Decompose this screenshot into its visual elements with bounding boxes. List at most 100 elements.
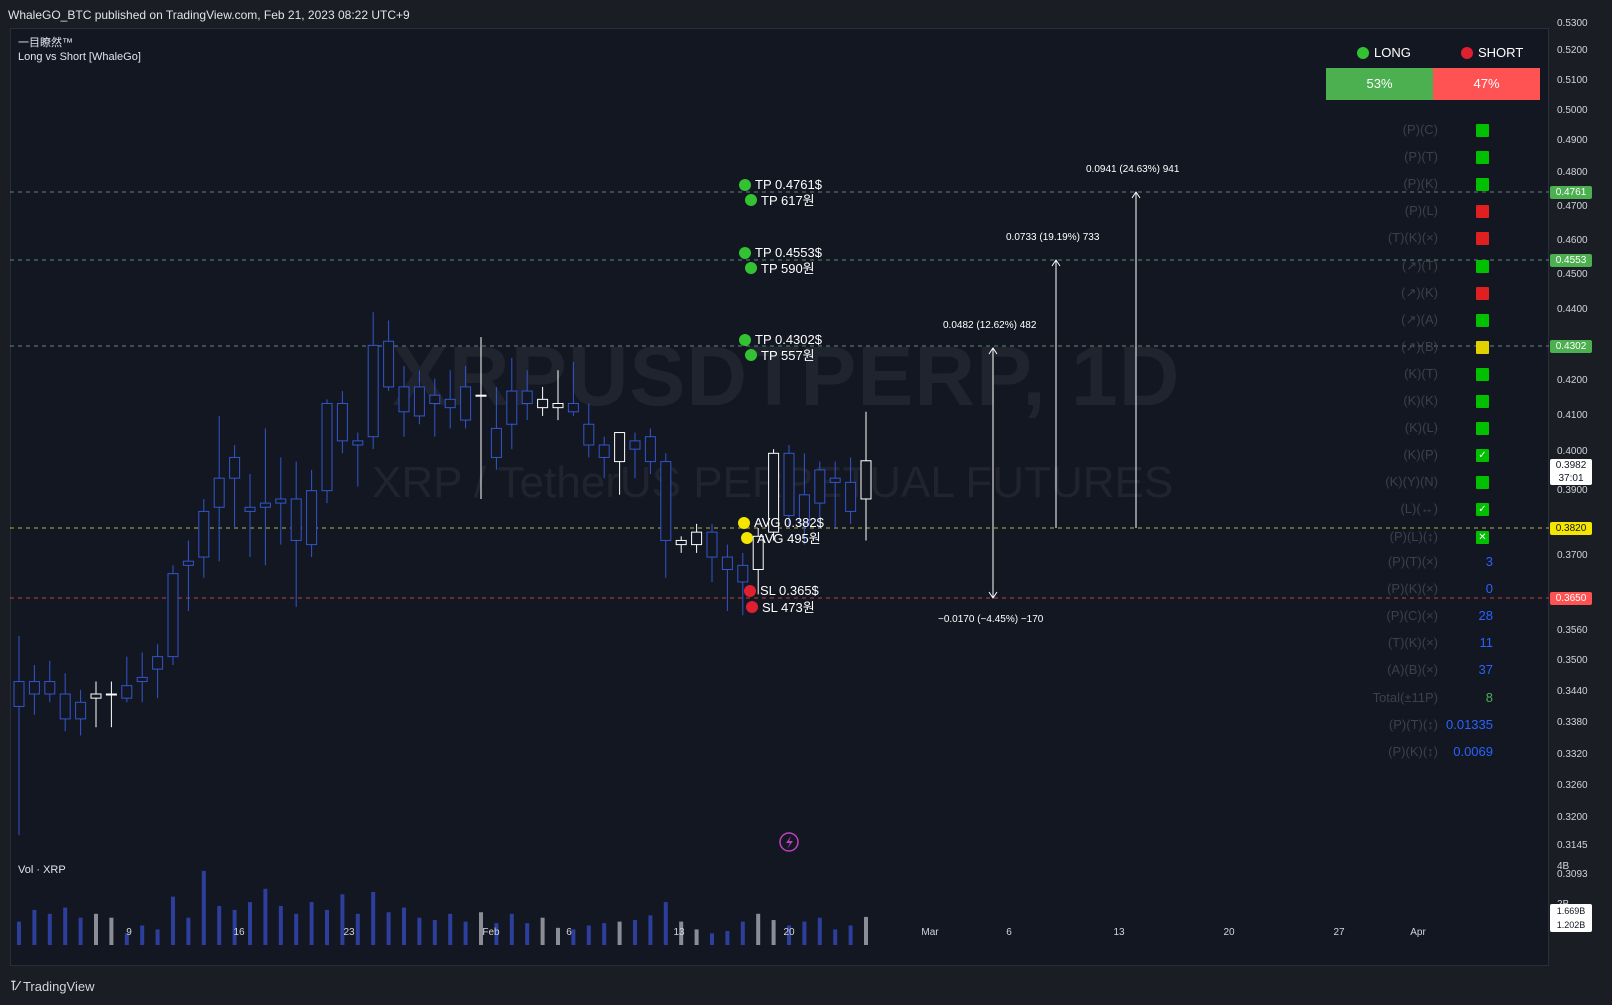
- signal-row-label: (↗)(T): [1401, 257, 1438, 273]
- candle-body: [121, 685, 133, 699]
- measure-arrow-tp2-head: [1051, 259, 1061, 267]
- volume-bar: [171, 896, 175, 945]
- candle-body: [629, 440, 641, 450]
- signal-row-label: (↗)(B): [1401, 338, 1438, 354]
- tp1-price-tag: 0.4302: [1550, 340, 1592, 353]
- volume-bar: [278, 906, 283, 945]
- signal-value-label: (P)(T)(×): [1387, 554, 1438, 569]
- signal-value: 11: [1479, 635, 1494, 651]
- last-price-tag: 0.3982 37:01: [1550, 459, 1592, 485]
- time-tick: 13: [673, 927, 685, 938]
- volume-bar: [602, 923, 607, 945]
- candle-body: [798, 494, 810, 525]
- replay-icon: [779, 832, 799, 852]
- volume-bar: [186, 917, 191, 945]
- measure-tp1-text: 0.0482 (12.62%) 482: [943, 320, 1037, 331]
- signal-status-square: ✓: [1476, 449, 1489, 463]
- signal-status-square: ✓: [1476, 503, 1489, 517]
- candle-body: [598, 444, 610, 458]
- volume-bar: [309, 902, 314, 945]
- volume-bar: [294, 913, 299, 945]
- candle-body: [259, 502, 271, 508]
- volume-bar: [325, 909, 329, 945]
- signal-status-square: [1476, 340, 1489, 354]
- price-tick: 0.5200: [1557, 45, 1588, 56]
- signal-status-square: [1476, 395, 1489, 408]
- volume-bar: [494, 923, 499, 945]
- time-tick: Feb: [482, 927, 500, 938]
- signal-status-square: [1476, 476, 1489, 490]
- avg-price-tag: 0.3820: [1550, 522, 1592, 535]
- volume-bar: [556, 927, 560, 945]
- long-legend: LONG: [1357, 45, 1411, 60]
- candle-body: [460, 386, 472, 421]
- price-tick: 0.3440: [1557, 686, 1588, 697]
- candle-body: [506, 390, 518, 425]
- price-tick: 0.3900: [1557, 485, 1588, 496]
- price-tick: 0.3560: [1557, 625, 1588, 636]
- signal-row-label: (P)(C): [1402, 122, 1438, 137]
- tp1-krw-label: TP 557원: [745, 345, 815, 364]
- volume-indicator-title[interactable]: Vol · XRP: [18, 864, 66, 876]
- signal-value-label: (P)(C)(×): [1386, 608, 1438, 624]
- signal-row-label: (K)(Y)(N): [1385, 474, 1438, 490]
- signal-status-square: [1476, 178, 1489, 192]
- candle-body: [721, 556, 733, 570]
- green-dot-icon: [739, 246, 751, 259]
- signal-value: 0.0069: [1453, 743, 1493, 759]
- volume-bar: [648, 915, 653, 945]
- tradingview-logo[interactable]: ⊺⁄ TradingView: [10, 978, 94, 994]
- price-tick: 0.3320: [1557, 749, 1588, 760]
- signal-value-label: (P)(K)(↕): [1388, 743, 1438, 759]
- volume-tag-1: 1.669B: [1556, 906, 1586, 916]
- volume-bar: [340, 894, 345, 945]
- green-dot-icon: [745, 348, 757, 361]
- candle-body: [275, 498, 287, 504]
- volume-bar: [617, 921, 622, 945]
- volume-bar: [848, 925, 853, 945]
- price-tick: 0.4700: [1557, 201, 1588, 212]
- candle-body: [352, 440, 364, 446]
- chart-pane[interactable]: [10, 28, 1549, 966]
- indicator-ichimoku-title[interactable]: 一目瞭然™: [18, 37, 73, 49]
- volume-bar: [725, 930, 730, 945]
- volume-bar: [448, 913, 453, 945]
- candle-body: [829, 477, 841, 483]
- indicator-long-short-title[interactable]: Long vs Short [WhaleGo]: [18, 51, 141, 63]
- candle-body: [244, 506, 256, 512]
- volume-bar: [94, 913, 98, 945]
- price-tick: 0.4100: [1557, 410, 1588, 421]
- price-tick: 0.3700: [1557, 550, 1588, 561]
- level-lines: [10, 191, 1549, 599]
- volume-bar: [463, 921, 468, 945]
- measure-tp3-text: 0.0941 (24.63%) 941: [1086, 164, 1180, 175]
- candle-body: [152, 656, 164, 670]
- candlestick-series: [13, 312, 872, 836]
- signal-value-label: (P)(K)(×): [1387, 581, 1438, 597]
- candle-body: [44, 681, 56, 695]
- signal-row-label: (L)(↔): [1400, 501, 1438, 517]
- measure-arrow-tp3-head: [1131, 191, 1141, 199]
- signal-row-label: (↗)(A): [1401, 311, 1438, 327]
- time-tick: 27: [1333, 927, 1345, 938]
- footer-bar: ⊺⁄ TradingView: [0, 966, 1612, 1005]
- green-dot-icon: [739, 178, 751, 191]
- signal-value-label: Total(±11P): [1372, 689, 1438, 705]
- signal-row-label: (K)(T): [1404, 365, 1438, 381]
- price-tick: 0.3200: [1557, 812, 1588, 823]
- candle-body: [752, 535, 764, 570]
- volume-bar: [679, 921, 684, 945]
- publish-bar: WhaleGO_BTC published on TradingView.com…: [0, 0, 1612, 28]
- candle-body: [429, 394, 441, 405]
- candle-body: [336, 403, 348, 442]
- red-dot-icon: [744, 584, 756, 597]
- volume-bar: [432, 920, 437, 945]
- volume-bar: [787, 925, 791, 945]
- volume-bar: [371, 891, 376, 945]
- candle-body: [182, 560, 194, 566]
- candle-body: [136, 676, 148, 683]
- volume-bar: [864, 916, 868, 945]
- candle-body: [737, 564, 749, 583]
- candle-body: [845, 481, 857, 512]
